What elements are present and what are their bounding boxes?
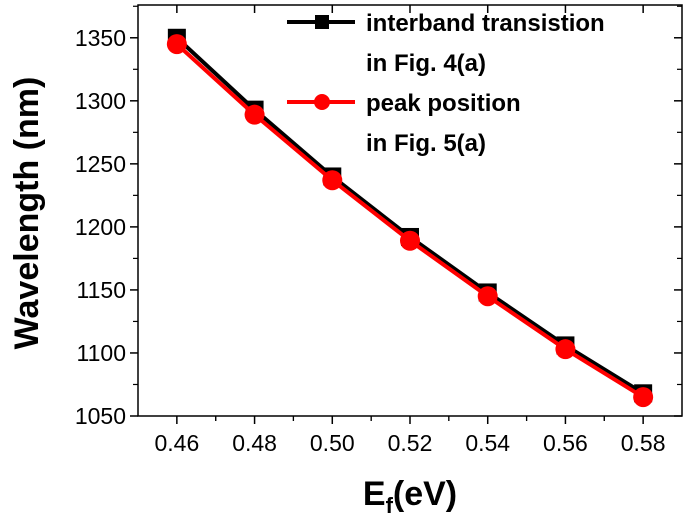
data-point-circle bbox=[322, 170, 343, 191]
data-point-circle bbox=[400, 230, 420, 251]
data-point-circle bbox=[477, 286, 498, 307]
legend-square-marker bbox=[315, 15, 329, 29]
data-point-circle bbox=[633, 387, 654, 408]
y-tick-label: 1300 bbox=[75, 88, 126, 114]
x-tick-label: 0.52 bbox=[388, 430, 433, 456]
y-tick-label: 1200 bbox=[75, 214, 126, 240]
y-tick-label: 1150 bbox=[77, 277, 126, 303]
legend-circle-marker bbox=[314, 94, 330, 110]
x-tick-label: 0.50 bbox=[310, 430, 355, 456]
x-tick-label: 0.56 bbox=[543, 430, 588, 456]
x-axis-label: Ef(eV) bbox=[363, 475, 457, 518]
data-point-circle bbox=[555, 339, 576, 360]
x-tick-label: 0.54 bbox=[465, 430, 510, 456]
x-tick-label: 0.58 bbox=[621, 430, 666, 456]
legend-label-line2: in Fig. 4(a) bbox=[366, 50, 486, 77]
legend-label: peak position bbox=[366, 90, 521, 117]
y-tick-label: 1250 bbox=[75, 151, 126, 177]
y-tick-label: 1100 bbox=[77, 340, 126, 366]
y-tick-label: 1050 bbox=[75, 403, 126, 429]
legend: interband transistion in Fig. 4(a) peak po… bbox=[287, 10, 605, 157]
y-tick-label: 1350 bbox=[75, 25, 126, 51]
y-axis-label: Wavelength (nm) bbox=[8, 77, 46, 350]
data-point-circle bbox=[244, 104, 265, 125]
data-point-circle bbox=[166, 34, 187, 55]
legend-label: interband transistion bbox=[366, 10, 605, 37]
legend-label-line2: in Fig. 5(a) bbox=[366, 130, 486, 157]
x-tick-label: 0.46 bbox=[154, 430, 199, 456]
x-tick-label: 0.48 bbox=[232, 430, 277, 456]
